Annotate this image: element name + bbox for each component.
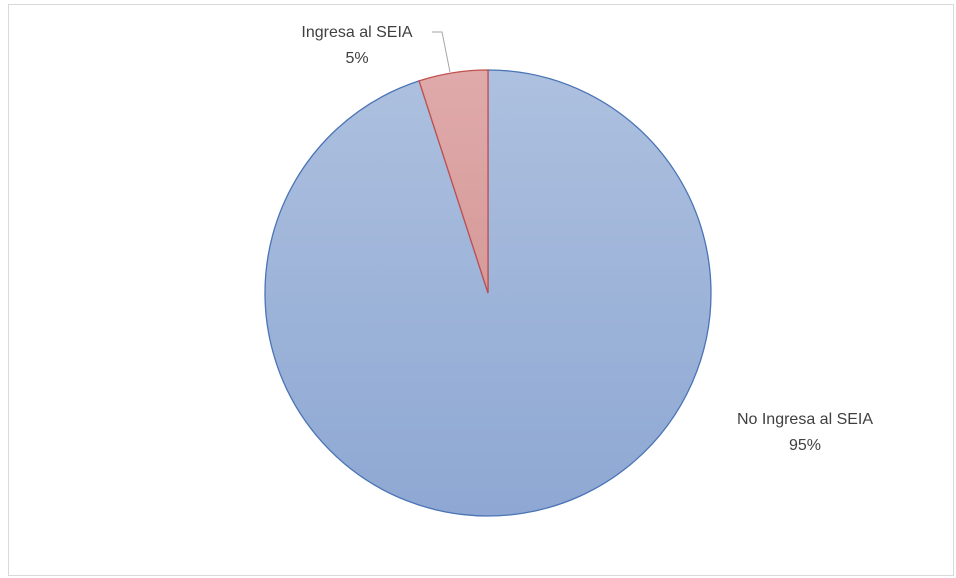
slice-percent-no-ingresa: 95% <box>789 437 821 454</box>
slice-label-no-ingresa: No Ingresa al SEIA <box>737 411 873 428</box>
slice-percent-ingresa: 5% <box>345 50 368 67</box>
slice-label-ingresa: Ingresa al SEIA <box>301 24 413 41</box>
leader-line-ingresa <box>432 31 451 73</box>
pie-slice-ingresa <box>418 69 489 294</box>
